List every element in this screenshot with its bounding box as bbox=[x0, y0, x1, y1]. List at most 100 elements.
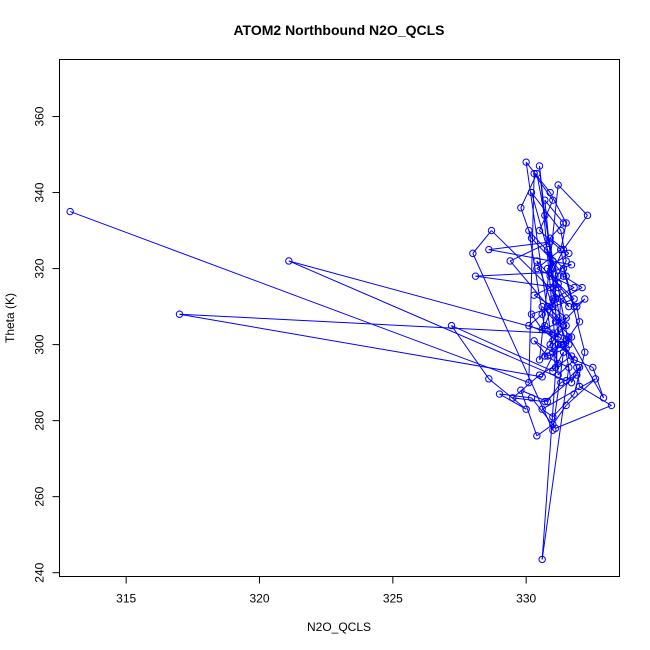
series-segment bbox=[475, 271, 551, 277]
data-point bbox=[495, 390, 504, 398]
data-point bbox=[562, 401, 570, 410]
data-point bbox=[469, 249, 477, 258]
data-point bbox=[538, 310, 546, 318]
data-point bbox=[562, 272, 570, 280]
series-segment bbox=[488, 249, 572, 266]
data-point bbox=[485, 245, 493, 254]
data-point bbox=[562, 321, 570, 330]
data-point bbox=[485, 375, 493, 383]
series-segment bbox=[552, 336, 572, 353]
data-point bbox=[525, 321, 533, 330]
y-tick-label: 240 bbox=[33, 562, 47, 582]
data-point bbox=[599, 394, 608, 402]
data-point bbox=[554, 314, 562, 322]
series-segment bbox=[536, 249, 562, 269]
y-axis-label: Theta (K) bbox=[3, 293, 17, 343]
data-point bbox=[549, 329, 557, 337]
data-point bbox=[285, 257, 293, 265]
data-point bbox=[575, 382, 584, 391]
data-point bbox=[559, 272, 568, 280]
y-axis: 240 260 280 300 320 340 360 bbox=[33, 106, 60, 583]
data-point bbox=[533, 169, 541, 178]
plot-frame bbox=[59, 59, 620, 577]
data-point bbox=[562, 219, 570, 227]
series-segment bbox=[531, 192, 554, 269]
data-point bbox=[573, 371, 581, 379]
data-point bbox=[567, 352, 576, 360]
data-point bbox=[575, 318, 584, 326]
data-point bbox=[549, 426, 557, 434]
data-point bbox=[527, 394, 536, 402]
series-segment bbox=[536, 260, 554, 307]
data-point bbox=[554, 333, 562, 341]
series-segment bbox=[579, 385, 612, 406]
data-point bbox=[546, 272, 554, 280]
data-point bbox=[554, 280, 562, 288]
data-point bbox=[591, 375, 600, 383]
data-point bbox=[557, 295, 565, 303]
data-point bbox=[567, 261, 576, 269]
data-point bbox=[559, 264, 568, 273]
series-segment bbox=[563, 268, 586, 353]
x-axis: 315 320 325 330 bbox=[116, 576, 536, 606]
data-point bbox=[541, 397, 549, 406]
y-tick-label: 300 bbox=[33, 334, 47, 354]
data-point bbox=[538, 325, 546, 334]
series-segment bbox=[541, 298, 562, 560]
series-segment bbox=[547, 249, 559, 277]
data-point bbox=[559, 245, 568, 254]
data-point bbox=[578, 283, 586, 292]
y-tick-label: 340 bbox=[33, 182, 47, 202]
data-point bbox=[565, 249, 573, 258]
data-point bbox=[570, 302, 578, 311]
data-point bbox=[530, 291, 538, 299]
data-point bbox=[546, 268, 554, 277]
y-tick-label: 320 bbox=[33, 258, 47, 278]
data-point bbox=[573, 302, 581, 311]
data-point bbox=[522, 405, 530, 413]
data-point bbox=[527, 310, 536, 318]
series-segment bbox=[491, 230, 570, 307]
data-point bbox=[549, 348, 557, 356]
series-segment bbox=[488, 378, 527, 410]
data-point bbox=[549, 413, 557, 421]
series-segment bbox=[533, 283, 559, 296]
series-segment bbox=[549, 192, 567, 224]
data-point bbox=[522, 158, 530, 166]
series-segment bbox=[563, 215, 588, 250]
series-segment bbox=[179, 313, 553, 334]
data-point bbox=[583, 211, 592, 220]
data-point bbox=[533, 264, 541, 273]
series-segment bbox=[568, 336, 604, 399]
data-point bbox=[541, 211, 549, 220]
x-axis-label: N2O_QCLS bbox=[307, 620, 371, 634]
y-tick-label: 280 bbox=[33, 410, 47, 430]
data-point bbox=[541, 196, 549, 204]
series-segment bbox=[512, 374, 540, 399]
data-point bbox=[525, 378, 533, 387]
series-segment bbox=[520, 390, 538, 437]
data-point bbox=[487, 226, 496, 235]
data-point bbox=[567, 378, 576, 387]
series-segment bbox=[552, 352, 564, 431]
data-point bbox=[509, 394, 517, 402]
data-point bbox=[562, 314, 570, 322]
data-point bbox=[546, 283, 554, 292]
series-segment bbox=[475, 275, 559, 289]
series-segment bbox=[544, 317, 567, 330]
data-point bbox=[543, 397, 552, 406]
series-segment bbox=[544, 200, 559, 338]
data-point bbox=[559, 321, 568, 330]
data-point bbox=[554, 359, 562, 368]
data-point bbox=[573, 363, 581, 372]
series-segment bbox=[525, 161, 551, 193]
series-segment bbox=[560, 222, 567, 250]
data-point bbox=[549, 257, 557, 265]
data-point bbox=[562, 377, 570, 385]
data-point bbox=[538, 555, 546, 564]
data-point bbox=[546, 234, 554, 242]
data-point bbox=[554, 340, 562, 349]
series-segment bbox=[541, 378, 596, 410]
data-point bbox=[557, 340, 565, 349]
data-point bbox=[557, 245, 565, 254]
